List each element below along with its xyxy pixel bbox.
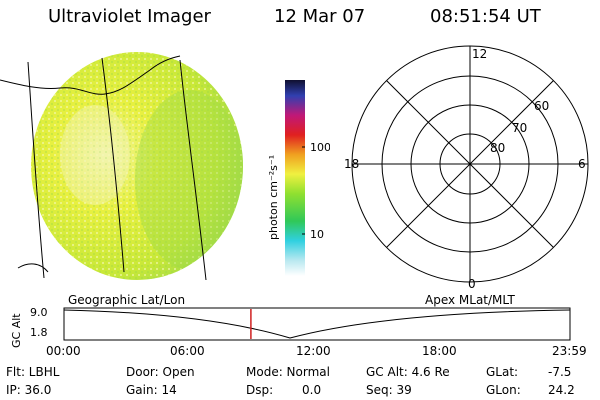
time-label: 08:51:54 UT: [430, 6, 541, 27]
gc-alt-tick-top: 9.0: [30, 306, 48, 319]
timeline-frame: [63, 307, 571, 341]
ip-info: IP: 36.0: [6, 383, 52, 397]
geographic-lines: [0, 55, 207, 281]
polar-label-12: 12: [472, 47, 487, 61]
colorbar-tick-100: 100: [310, 141, 330, 154]
polar-grid: [351, 45, 589, 283]
time-tick-0600: 06:00: [170, 344, 205, 358]
polar-ring-80: 80: [490, 141, 505, 155]
dsp-label: Dsp:: [246, 383, 274, 397]
uv-earth-image: [0, 52, 243, 281]
altitude-timeline: GC Alt 9.0 1.8: [10, 306, 571, 348]
glat-label: GLat:: [486, 365, 519, 379]
polar-label-0: 0: [468, 277, 476, 291]
seq-info: Seq: 39: [366, 383, 412, 397]
glon-label: GLon:: [486, 383, 521, 397]
gc-alt-axis-label: GC Alt: [10, 313, 23, 348]
glon-value: 24.2: [548, 383, 575, 397]
apex-mlat-mlt-label: Apex MLat/MLT: [425, 293, 515, 307]
polar-plot: 12 18 6 0 60 70 80: [344, 45, 589, 291]
geographic-latlon-label: Geographic Lat/Lon: [68, 293, 186, 307]
date-label: 12 Mar 07: [274, 6, 366, 27]
colorbar-tick-10: 10: [310, 228, 324, 241]
colorbar-gradient: [285, 80, 305, 276]
glat-value: -7.5: [548, 365, 572, 379]
flt-info: Flt: LBHL: [6, 365, 60, 379]
time-tick-1800: 18:00: [422, 344, 457, 358]
door-info: Door: Open: [126, 365, 195, 379]
mode-info: Mode: Normal: [246, 365, 330, 379]
polar-label-18: 18: [344, 157, 359, 171]
time-tick-0000: 00:00: [46, 344, 81, 358]
colorbar: 100 10 photon cm⁻²s⁻¹: [267, 80, 330, 276]
dsp-value: 0.0: [302, 383, 322, 397]
instrument-title: Ultraviolet Imager: [48, 6, 211, 27]
polar-label-6: 6: [578, 157, 586, 171]
gain-info: Gain: 14: [126, 383, 177, 397]
earth-disk: [31, 52, 243, 280]
polar-ring-60: 60: [534, 99, 549, 113]
gc-alt-curve: [63, 309, 571, 339]
gc-alt-info: GC Alt: 4.6 Re: [366, 365, 450, 379]
time-tick-2359: 23:59: [552, 344, 587, 358]
colorbar-unit-label: photon cm⁻²s⁻¹: [267, 155, 280, 240]
polar-ring-70: 70: [512, 121, 527, 135]
gc-alt-tick-bottom: 1.8: [30, 326, 48, 339]
time-tick-1200: 12:00: [296, 344, 331, 358]
